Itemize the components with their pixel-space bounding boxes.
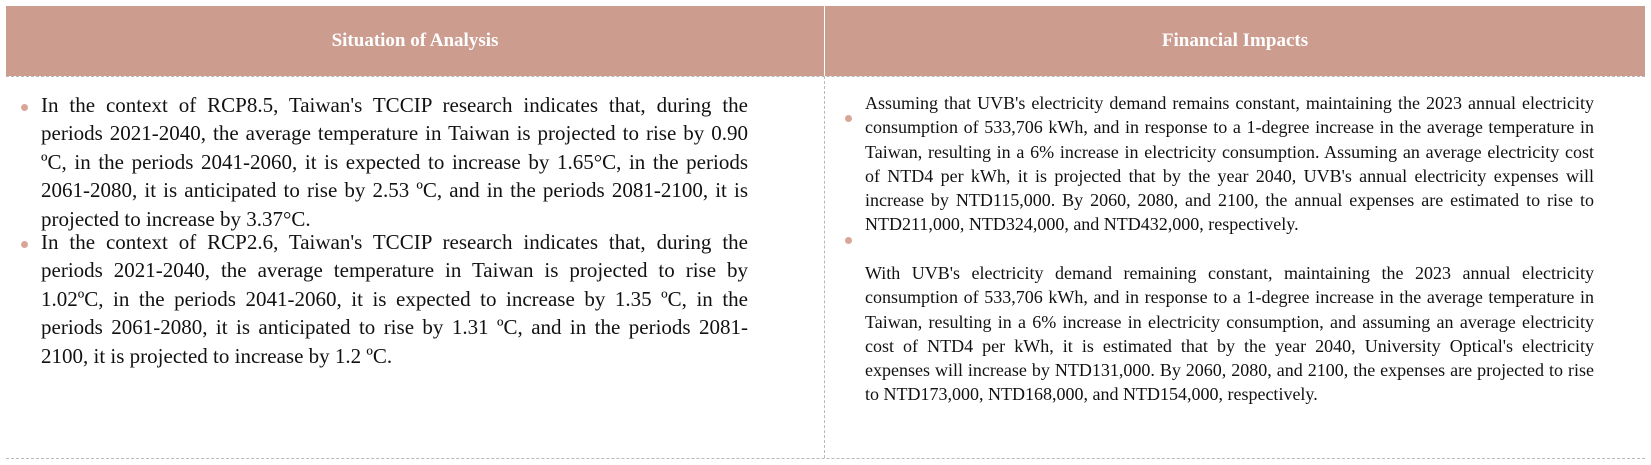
financial-impact-text-1: Assuming that UVB's electricity demand r… — [865, 93, 1594, 235]
header-situation-of-analysis: Situation of Analysis — [331, 30, 499, 51]
situation-rcp26-text: In the context of RCP2.6, Taiwan's TCCIP… — [41, 230, 748, 368]
bullet-icon — [845, 115, 852, 122]
header-divider — [824, 6, 825, 76]
financial-cell: Assuming that UVB's electricity demand r… — [825, 76, 1645, 458]
analysis-table: Situation of Analysis Financial Impacts … — [6, 6, 1645, 459]
bullet-icon — [21, 104, 28, 111]
header-financial-impacts: Financial Impacts — [1161, 30, 1309, 51]
header-bottom-border — [6, 76, 1645, 77]
situation-cell: In the context of RCP8.5, Taiwan's TCCIP… — [6, 76, 824, 458]
table-header: Situation of Analysis Financial Impacts — [6, 6, 1645, 76]
bullet-icon — [845, 237, 852, 244]
column-divider — [824, 76, 825, 458]
financial-impact-text-2: With UVB's electricity demand remaining … — [865, 263, 1594, 405]
bullet-icon — [21, 241, 28, 248]
situation-rcp85-text: In the context of RCP8.5, Taiwan's TCCIP… — [41, 93, 748, 231]
